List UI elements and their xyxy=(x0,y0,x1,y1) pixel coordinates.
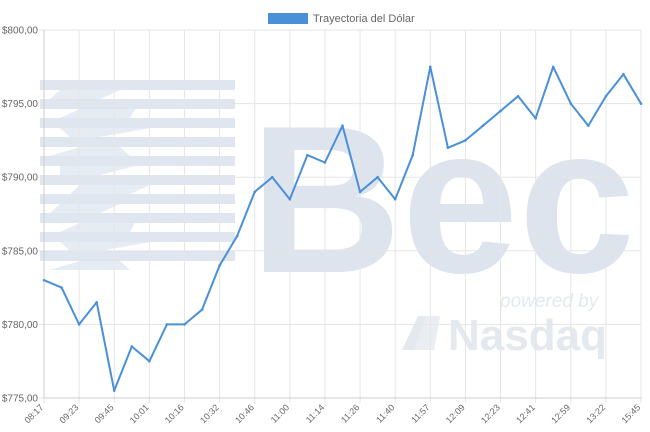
data-point xyxy=(639,102,643,105)
y-tick-label: $800,00 xyxy=(2,26,39,37)
x-tick-label: 12:41 xyxy=(514,402,537,425)
x-tick-label: 10:32 xyxy=(198,402,221,425)
watermark-brand-text: Bec xyxy=(250,82,635,317)
x-tick-label: 09:23 xyxy=(58,402,81,425)
data-point xyxy=(323,161,327,164)
watermark-stripe-slant xyxy=(50,147,130,156)
y-tick-label: $775,00 xyxy=(2,394,39,405)
watermark-tagline-top: powered by xyxy=(499,291,600,312)
watermark-stripe xyxy=(40,232,235,242)
watermark-stripe xyxy=(40,175,235,185)
data-point xyxy=(341,124,344,127)
data-point xyxy=(112,389,116,392)
data-point xyxy=(587,124,590,127)
x-tick-label: 12:09 xyxy=(444,402,467,425)
x-tick-label: 11:40 xyxy=(374,402,397,425)
watermark-stripes xyxy=(40,80,235,270)
data-point xyxy=(551,65,555,69)
watermark-stripe xyxy=(40,137,235,147)
data-point xyxy=(569,102,573,105)
data-point xyxy=(288,197,292,201)
x-tick-label: 15:45 xyxy=(619,402,642,425)
x-tick-label: 11:14 xyxy=(304,402,327,425)
data-point xyxy=(148,359,151,363)
data-point xyxy=(235,234,239,238)
data-point xyxy=(183,323,186,326)
x-tick-label: 10:16 xyxy=(163,402,186,425)
watermark-stripe-slant xyxy=(60,223,135,232)
x-tick-label: 10:01 xyxy=(128,402,151,425)
bec-watermark: Bec powered by Nasdaq xyxy=(40,80,635,360)
watermark-stripe-slant xyxy=(60,128,150,137)
data-point xyxy=(464,139,467,142)
legend-swatch[interactable] xyxy=(268,13,308,24)
watermark-stripe-slant xyxy=(60,242,150,251)
y-axis-ticks: $775,00 $780,00 $785,00 $790,00 $795,00 $800,… xyxy=(2,26,39,405)
data-point xyxy=(358,190,362,194)
data-point xyxy=(446,146,450,150)
data-point xyxy=(130,345,134,348)
data-point xyxy=(95,301,98,304)
data-point xyxy=(411,153,415,157)
data-point xyxy=(165,323,169,326)
data-point xyxy=(253,190,257,194)
legend-label[interactable]: Trayectoria del Dólar xyxy=(313,13,415,25)
data-point xyxy=(60,286,63,289)
watermark-stripe-slant xyxy=(60,109,135,118)
y-tick-label: $795,00 xyxy=(2,99,39,110)
x-tick-label: 11:26 xyxy=(339,402,362,425)
x-tick-label: 12:23 xyxy=(479,402,502,425)
data-point xyxy=(604,94,608,98)
watermark-stripe xyxy=(40,80,235,90)
watermark-stripe-slant xyxy=(60,166,135,175)
watermark-stripe-slant xyxy=(50,261,130,270)
data-point xyxy=(270,175,274,179)
watermark-stripe xyxy=(40,118,235,128)
chart-grid xyxy=(39,29,642,403)
data-point xyxy=(200,308,204,311)
data-point xyxy=(428,65,432,69)
data-point xyxy=(42,278,46,282)
data-point xyxy=(622,72,625,76)
x-tick-label: 08:17 xyxy=(22,402,45,425)
chart-series xyxy=(42,65,643,392)
y-tick-label: $780,00 xyxy=(2,320,39,331)
data-point xyxy=(534,117,537,120)
nasdaq-logo-icon xyxy=(402,316,440,350)
watermark-stripe-slant xyxy=(70,185,150,194)
y-tick-label: $790,00 xyxy=(2,173,39,184)
y-tick-label: $785,00 xyxy=(2,246,39,257)
watermark-stripe-slant xyxy=(50,204,120,213)
watermark-stripe-slant xyxy=(50,90,120,99)
data-point xyxy=(218,264,221,267)
chart-legend[interactable]: Trayectoria del Dólar xyxy=(268,13,415,25)
data-point xyxy=(376,175,379,179)
x-tick-label: 10:46 xyxy=(233,402,256,425)
watermark-stripe xyxy=(40,156,235,166)
x-tick-label: 13:22 xyxy=(584,402,607,425)
data-point xyxy=(306,153,309,157)
x-tick-label: 12:59 xyxy=(549,402,572,425)
x-tick-label: 09:45 xyxy=(93,402,116,425)
data-point xyxy=(77,323,81,326)
watermark-stripe xyxy=(40,251,235,261)
data-point xyxy=(393,197,397,201)
watermark-stripe xyxy=(40,213,235,223)
data-point xyxy=(499,109,502,113)
x-axis-ticks: 08:17 09:23 09:45 10:01 10:16 10:32 10:46 11:00… xyxy=(22,402,642,425)
chart-axes xyxy=(43,30,641,399)
x-tick-label: 11:00 xyxy=(269,402,292,425)
data-point xyxy=(481,124,485,127)
watermark-tagline-bottom: Nasdaq xyxy=(448,311,607,360)
x-tick-label: 11:57 xyxy=(409,402,432,425)
watermark-stripe xyxy=(40,194,235,204)
data-point xyxy=(516,94,520,98)
